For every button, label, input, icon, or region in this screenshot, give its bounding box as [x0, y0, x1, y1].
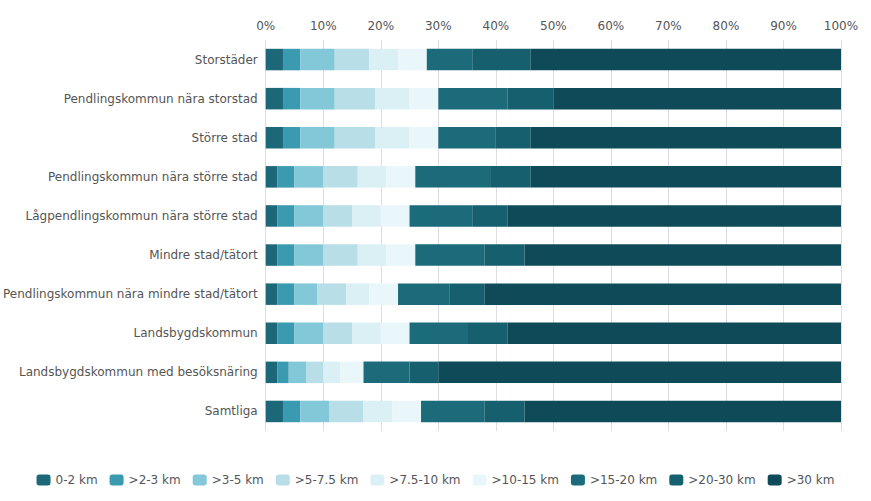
svg-text:Större stad: Större stad — [192, 131, 258, 145]
svg-text:>2-3 km: >2-3 km — [129, 473, 181, 487]
svg-text:30%: 30% — [425, 19, 452, 33]
svg-text:Landsbygdskommun med besöksnär: Landsbygdskommun med besöksnäring — [19, 365, 258, 379]
svg-text:Lågpendlingskommun nära större: Lågpendlingskommun nära större stad — [26, 209, 258, 223]
svg-text:70%: 70% — [655, 19, 682, 33]
svg-text:0%: 0% — [256, 19, 275, 33]
svg-text:>7.5-10 km: >7.5-10 km — [389, 473, 460, 487]
svg-text:100%: 100% — [824, 19, 858, 33]
svg-text:0-2 km: 0-2 km — [56, 473, 98, 487]
svg-text:10%: 10% — [310, 19, 337, 33]
svg-text:Mindre stad/tätort: Mindre stad/tätort — [149, 248, 258, 262]
svg-text:Storstäder: Storstäder — [195, 53, 258, 67]
svg-text:50%: 50% — [540, 19, 567, 33]
svg-text:>15-20 km: >15-20 km — [590, 473, 657, 487]
svg-text:Landsbygdskommun: Landsbygdskommun — [134, 326, 258, 340]
svg-text:20%: 20% — [367, 19, 394, 33]
svg-text:40%: 40% — [482, 19, 509, 33]
svg-text:Pendlingskommun nära mindre st: Pendlingskommun nära mindre stad/tätort — [3, 287, 258, 301]
svg-text:90%: 90% — [770, 19, 797, 33]
svg-text:Pendlingskommun nära storstad: Pendlingskommun nära storstad — [64, 92, 258, 106]
svg-text:>30 km: >30 km — [787, 473, 835, 487]
svg-text:Samtliga: Samtliga — [205, 404, 258, 418]
svg-text:>3-5 km: >3-5 km — [212, 473, 264, 487]
svg-text:>20-30 km: >20-30 km — [688, 473, 755, 487]
svg-text:Pendlingskommun nära större st: Pendlingskommun nära större stad — [48, 170, 258, 184]
svg-text:80%: 80% — [713, 19, 740, 33]
svg-text:>5-7.5 km: >5-7.5 km — [295, 473, 359, 487]
svg-text:>10-15 km: >10-15 km — [492, 473, 559, 487]
svg-text:60%: 60% — [598, 19, 625, 33]
